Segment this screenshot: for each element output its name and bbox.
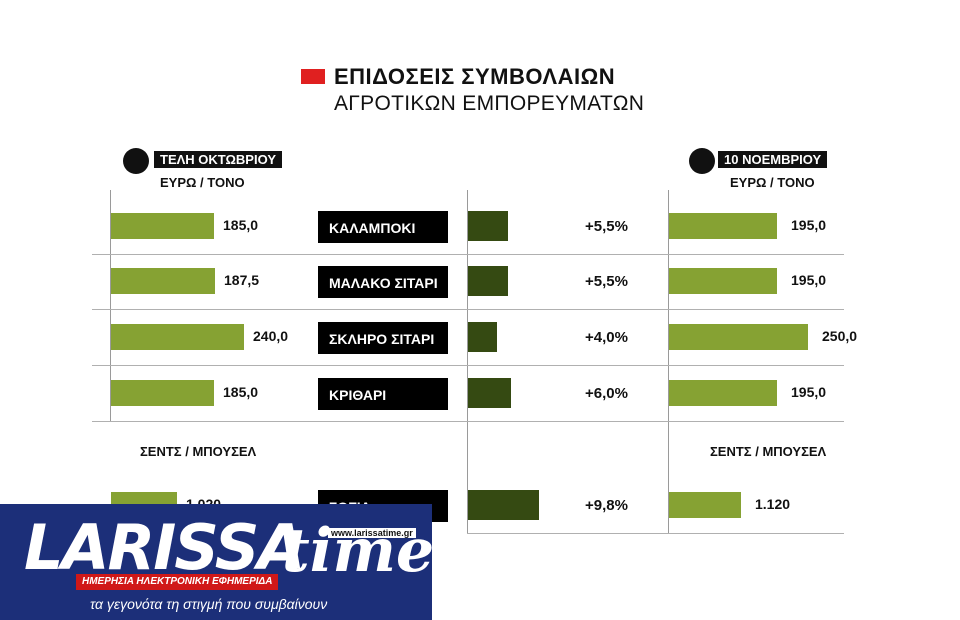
nov-price-label: 195,0 xyxy=(791,217,827,233)
nov-price-bar xyxy=(669,380,777,406)
row-divider xyxy=(92,254,844,255)
change-label: +4,0% xyxy=(585,329,628,346)
row-divider xyxy=(92,309,844,310)
oct-price-bar xyxy=(111,213,214,239)
title-marker xyxy=(301,69,325,84)
oct-price-bar xyxy=(111,380,214,406)
right-unit-top: ΕΥΡΩ / ΤΟΝΟ xyxy=(730,175,815,190)
oct-price-label: 187,5 xyxy=(224,272,260,288)
change-bar xyxy=(468,211,508,241)
right-axis-line xyxy=(668,190,669,533)
chart-title-line1: ΕΠΙΔΟΣΕΙΣ ΣΥΜΒΟΛΑΙΩΝ xyxy=(334,64,616,89)
oct-price-label: 185,0 xyxy=(223,384,259,400)
change-label: +9,8% xyxy=(585,497,628,514)
nov-price-bar xyxy=(669,213,777,239)
commodity-label: ΣΚΛΗΡΟ ΣΙΤΑΡΙ xyxy=(318,322,448,354)
nov-price-label: 1.120 xyxy=(755,496,791,512)
commodity-label: ΚΡΙΘΑΡΙ xyxy=(318,378,448,410)
logo-url: www.larissatime.gr xyxy=(328,528,416,538)
nov-price-bar xyxy=(669,268,777,294)
change-label: +5,5% xyxy=(585,273,628,290)
change-bar xyxy=(468,490,539,520)
nov-price-bar xyxy=(669,492,741,518)
chart-title-line2: ΑΓΡΟΤΙΚΩΝ ΕΜΠΟΡΕΥΜΑΤΩΝ xyxy=(334,92,645,115)
change-bar xyxy=(468,266,508,296)
logo-brand: LARISSA xyxy=(24,511,305,584)
oct-price-label: 240,0 xyxy=(253,328,289,344)
row-divider xyxy=(467,533,844,534)
commodity-label: ΜΑΛΑΚΟ ΣΙΤΑΡΙ xyxy=(318,266,448,298)
left-date-dot xyxy=(123,148,149,174)
logo-tagline: τα γεγονότα τη στιγμή που συμβαίνουν xyxy=(90,596,328,612)
change-label: +5,5% xyxy=(585,218,628,235)
nov-price-bar xyxy=(669,324,808,350)
oct-price-bar xyxy=(111,268,215,294)
nov-price-label: 195,0 xyxy=(791,272,827,288)
larissatime-logo[interactable]: LARISSA time www.larissatime.gr ΗΜΕΡΗΣΙΑ… xyxy=(0,504,432,620)
change-label: +6,0% xyxy=(585,385,628,402)
change-bar xyxy=(468,378,511,408)
change-axis-line xyxy=(467,190,468,533)
right-unit-bottom: ΣΕΝΤΣ / ΜΠΟΥΣΕΛ xyxy=(710,444,827,459)
change-bar xyxy=(468,322,497,352)
row-divider xyxy=(92,365,844,366)
commodity-label: ΚΑΛΑΜΠΟΚΙ xyxy=(318,211,448,243)
left-axis-line xyxy=(110,190,111,422)
left-date-tag: ΤΕΛΗ ΟΚΤΩΒΡΙΟΥ xyxy=(154,151,283,168)
oct-price-bar xyxy=(111,324,244,350)
left-unit-top: ΕΥΡΩ / ΤΟΝΟ xyxy=(160,175,245,190)
row-divider xyxy=(92,421,844,422)
left-unit-bottom: ΣΕΝΤΣ / ΜΠΟΥΣΕΛ xyxy=(140,444,257,459)
nov-price-label: 250,0 xyxy=(822,328,858,344)
right-date-tag: 10 ΝΟΕΜΒΡΙΟΥ xyxy=(718,151,828,168)
logo-strip: ΗΜΕΡΗΣΙΑ ΗΛΕΚΤΡΟΝΙΚΗ ΕΦΗΜΕΡΙΔΑ xyxy=(76,574,279,590)
oct-price-label: 185,0 xyxy=(223,217,259,233)
right-date-dot xyxy=(689,148,715,174)
nov-price-label: 195,0 xyxy=(791,384,827,400)
